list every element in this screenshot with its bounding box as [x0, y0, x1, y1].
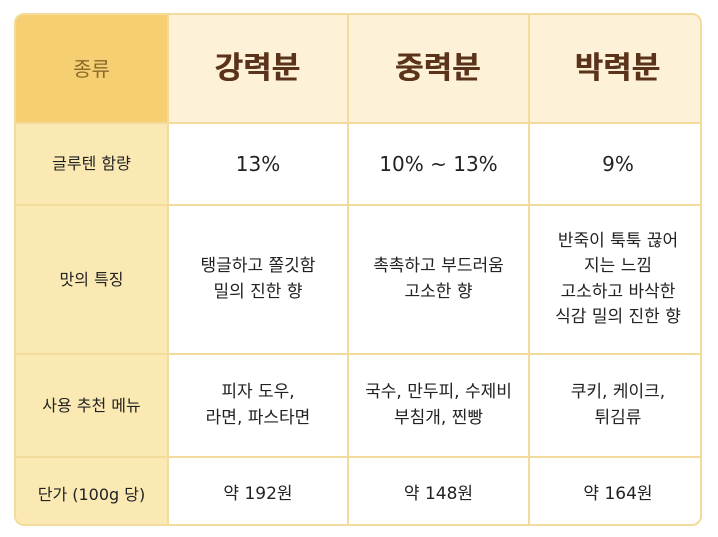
cell-text-line: 쿠키, 케이크, [570, 382, 666, 402]
cell-text-line: 탱글하고 쫄깃함 [200, 256, 316, 276]
corner-header: 종류 [16, 15, 167, 122]
column-header-cake-flour: 박력분 [530, 15, 700, 122]
row-header-menu: 사용 추천 메뉴 [16, 355, 167, 456]
cell-text-line: 튀김류 [594, 407, 642, 428]
cell-gluten-strong: 13% [169, 124, 347, 204]
cell-text: 9% [602, 152, 634, 176]
cell-gluten-all-purpose: 10% ~ 13% [349, 124, 528, 204]
cell-taste-all-purpose: 촉촉하고 부드러움 고소한 향 [349, 206, 528, 353]
cell-text-line: 국수, 만두피, 수제비 [365, 382, 512, 402]
cell-text: 약 192원 [223, 484, 293, 505]
cell-text-line: 반죽이 툭툭 끊어 [557, 230, 679, 251]
cell-taste-strong: 탱글하고 쫄깃함 밀의 진한 향 [169, 206, 347, 353]
cell-price-strong: 약 192원 [169, 458, 347, 524]
cell-text: 10% ~ 13% [379, 152, 498, 176]
row-header-taste: 맛의 특징 [16, 206, 167, 353]
cell-menu-cake: 쿠키, 케이크, 튀김류 [530, 355, 700, 456]
cell-text: 약 164원 [583, 484, 653, 505]
cell-menu-all-purpose: 국수, 만두피, 수제비 부침개, 찐빵 [349, 355, 528, 456]
row-header-gluten: 글루텐 함량 [16, 124, 167, 204]
cell-text-line: 고소하고 바삭한 [560, 281, 676, 302]
cell-text-line: 고소한 향 [404, 281, 473, 302]
flour-comparison-table: 종류 강력분 중력분 박력분 글루텐 함량 13% 10% ~ 13% 9% 맛… [14, 13, 702, 526]
cell-taste-cake: 반죽이 툭툭 끊어 지는 느낌 고소하고 바삭한 식감 밀의 진한 향 [530, 206, 700, 353]
cell-price-all-purpose: 약 148원 [349, 458, 528, 524]
cell-text-line: 라면, 파스타면 [205, 407, 311, 428]
cell-text-line: 밀의 진한 향 [213, 281, 303, 302]
cell-text-line: 지는 느낌 [584, 256, 652, 276]
column-header-strong-flour: 강력분 [169, 15, 347, 122]
row-header-price: 단가 (100g 당) [16, 458, 167, 524]
cell-text-line: 부침개, 찐빵 [393, 407, 483, 428]
cell-text-line: 피자 도우, [221, 382, 295, 402]
cell-gluten-cake: 9% [530, 124, 700, 204]
cell-text-line: 식감 밀의 진한 향 [555, 307, 681, 327]
cell-text: 약 148원 [403, 484, 474, 505]
cell-price-cake: 약 164원 [530, 458, 700, 524]
cell-menu-strong: 피자 도우, 라면, 파스타면 [169, 355, 347, 456]
column-header-all-purpose-flour: 중력분 [349, 15, 528, 122]
cell-text-line: 촉촉하고 부드러움 [373, 256, 504, 276]
cell-text: 13% [235, 152, 281, 176]
